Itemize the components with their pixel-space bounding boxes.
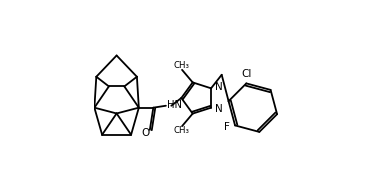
Text: HN: HN xyxy=(167,100,182,110)
Text: CH₃: CH₃ xyxy=(173,61,189,70)
Text: Cl: Cl xyxy=(241,69,252,79)
Text: CH₃: CH₃ xyxy=(173,126,189,135)
Text: O: O xyxy=(141,128,150,138)
Text: F: F xyxy=(224,122,230,132)
Text: N: N xyxy=(215,104,223,114)
Text: N: N xyxy=(215,82,223,92)
